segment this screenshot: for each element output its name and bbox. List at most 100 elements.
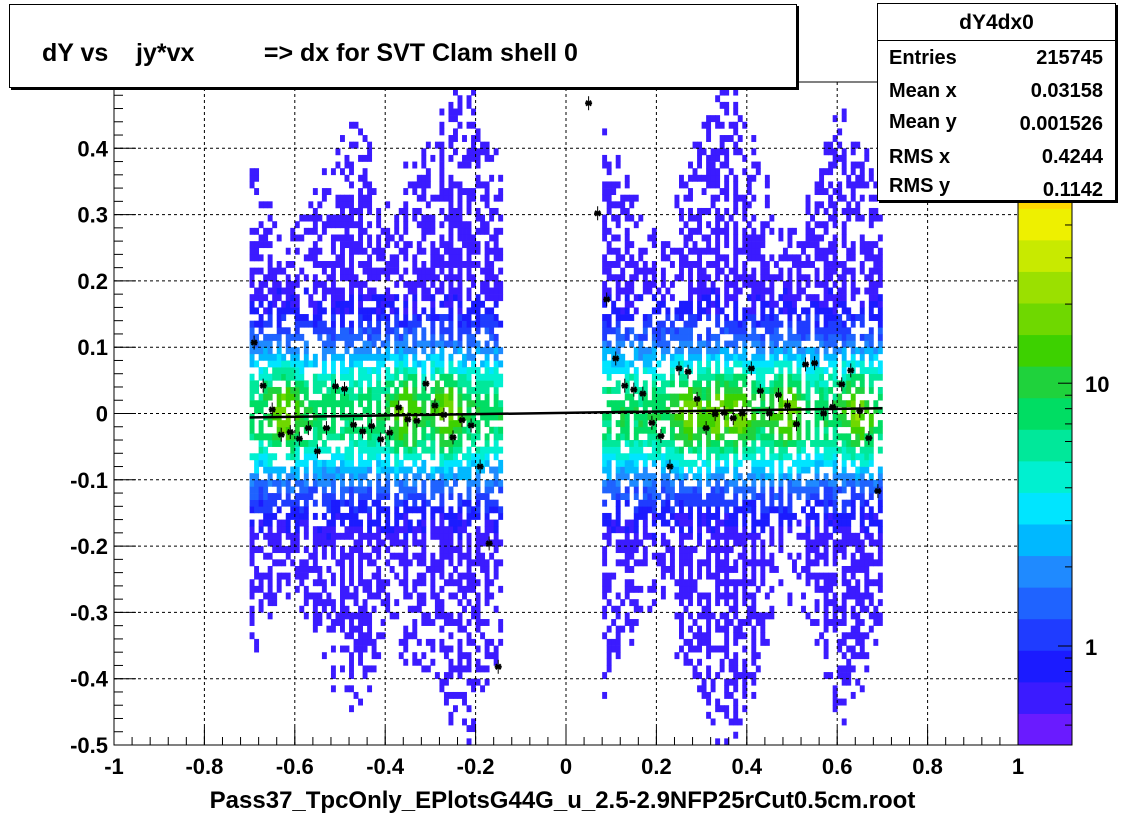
heatmap-cell xyxy=(484,274,490,282)
heatmap-cell xyxy=(733,698,739,706)
heatmap-cell xyxy=(489,274,495,282)
heatmap-cell xyxy=(367,632,373,640)
heatmap-cell xyxy=(832,546,838,554)
heatmap-cell xyxy=(841,479,847,487)
heatmap-cell xyxy=(453,135,458,142)
heatmap-cell xyxy=(484,459,490,467)
heatmap-cell xyxy=(462,605,467,613)
heatmap-cell xyxy=(443,466,449,474)
heatmap-cell xyxy=(430,373,436,381)
heatmap-cell xyxy=(340,466,345,474)
heatmap-cell xyxy=(624,579,630,587)
heatmap-cell xyxy=(746,532,752,540)
heatmap-cell xyxy=(412,327,418,335)
heatmap-cell xyxy=(688,174,693,182)
heatmap-cell xyxy=(362,619,368,626)
heatmap-cell xyxy=(656,493,662,500)
heatmap-cell xyxy=(358,638,363,646)
heatmap-cell xyxy=(647,267,653,275)
heatmap-cell xyxy=(688,234,693,242)
heatmap-cell xyxy=(249,473,255,481)
heatmap-cell xyxy=(321,493,327,500)
heatmap-cell xyxy=(620,433,626,441)
heatmap-cell xyxy=(340,221,345,229)
heatmap-cell xyxy=(792,459,797,467)
heatmap-cell xyxy=(398,652,404,660)
heatmap-cell xyxy=(819,585,825,593)
heatmap-cell xyxy=(389,446,395,454)
heatmap-cell xyxy=(349,466,354,474)
heatmap-cell xyxy=(254,168,260,176)
heatmap-cell xyxy=(367,254,373,262)
heatmap-cell xyxy=(281,559,287,567)
heatmap-cell xyxy=(764,261,770,268)
heatmap-cell xyxy=(846,380,852,388)
heatmap-cell xyxy=(498,320,504,328)
heatmap-cell xyxy=(349,565,354,573)
heatmap-cell xyxy=(837,526,843,534)
heatmap-cell xyxy=(308,406,314,414)
heatmap-cell xyxy=(841,148,847,156)
heatmap-cell xyxy=(443,241,449,249)
heatmap-cell xyxy=(665,453,671,461)
heatmap-cell xyxy=(457,625,463,633)
heatmap-cell xyxy=(841,638,847,646)
heatmap-cell xyxy=(489,247,495,255)
heatmap-cell xyxy=(276,373,282,381)
heatmap-cell xyxy=(615,625,621,633)
heatmap-cell xyxy=(493,386,499,394)
heatmap-cell xyxy=(430,261,436,268)
heatmap-cell xyxy=(823,532,829,540)
heatmap-cell xyxy=(715,353,721,361)
heatmap-cell xyxy=(471,433,476,441)
heatmap-cell xyxy=(340,261,345,268)
heatmap-cell xyxy=(855,678,861,686)
heatmap-cell xyxy=(850,605,856,613)
heatmap-cell xyxy=(660,559,666,567)
heatmap-cell xyxy=(850,141,856,149)
heatmap-cell xyxy=(353,347,359,355)
heatmap-cell xyxy=(353,612,359,620)
heatmap-cell xyxy=(742,685,748,693)
heatmap-cell xyxy=(778,493,784,500)
heatmap-cell xyxy=(272,599,278,607)
heatmap-cell xyxy=(349,201,354,209)
heatmap-cell xyxy=(376,532,382,540)
heatmap-cell xyxy=(276,579,282,587)
heatmap-cell xyxy=(755,380,761,388)
heatmap-cell xyxy=(715,738,721,746)
heatmap-cell xyxy=(484,599,490,607)
heatmap-cell xyxy=(832,406,838,414)
heatmap-cell xyxy=(715,585,721,593)
heatmap-cell xyxy=(407,446,413,454)
heatmap-cell xyxy=(746,559,752,567)
heatmap-cell xyxy=(349,168,354,176)
heatmap-cell xyxy=(819,479,825,487)
heatmap-cell xyxy=(340,552,345,560)
heatmap-cell xyxy=(606,194,612,202)
heatmap-cell xyxy=(688,486,693,494)
heatmap-cell xyxy=(850,632,856,640)
heatmap-cell xyxy=(611,347,617,355)
heatmap-cell xyxy=(855,386,861,394)
heatmap-cell xyxy=(367,579,373,587)
heatmap-cell xyxy=(778,254,784,262)
heatmap-cell xyxy=(715,367,721,375)
heatmap-cell xyxy=(421,433,427,441)
heatmap-cell xyxy=(746,453,752,461)
heatmap-cell xyxy=(638,413,644,421)
heatmap-cell xyxy=(398,539,404,547)
heatmap-cell xyxy=(457,473,463,481)
heatmap-cell xyxy=(254,493,260,500)
heatmap-cell xyxy=(724,320,730,328)
heatmap-cell xyxy=(308,254,314,262)
heatmap-cell xyxy=(828,214,834,222)
heatmap-cell xyxy=(489,446,495,454)
heatmap-cell xyxy=(421,546,427,554)
heatmap-cell xyxy=(493,274,499,282)
heatmap-cell xyxy=(367,307,373,315)
heatmap-cell xyxy=(394,519,400,527)
heatmap-cell xyxy=(475,373,481,381)
heatmap-cell xyxy=(340,320,345,328)
heatmap-cell xyxy=(832,446,838,454)
